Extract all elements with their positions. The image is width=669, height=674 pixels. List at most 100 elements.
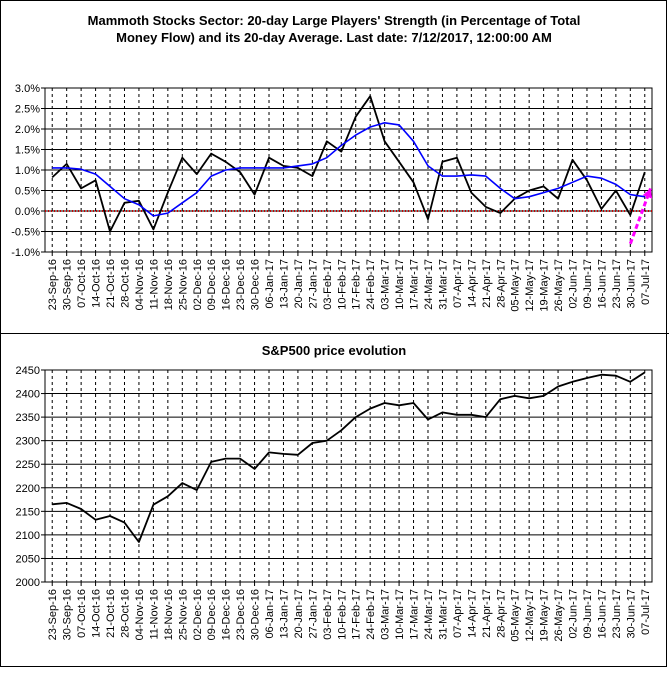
x-tick-label: 17-Mar-17 bbox=[409, 259, 421, 310]
x-tick-label: 23-Dec-16 bbox=[235, 259, 247, 310]
x-tick-label: 16-Dec-16 bbox=[221, 589, 233, 640]
x-tick-label: 30-Jun-17 bbox=[625, 259, 637, 309]
y-tick-label: 2400 bbox=[16, 389, 40, 401]
x-tick-label: 28-Oct-16 bbox=[119, 589, 131, 638]
x-tick-label: 26-May-17 bbox=[553, 589, 565, 642]
x-tick-label: 09-Dec-16 bbox=[206, 589, 218, 640]
y-tick-label: 1.5% bbox=[15, 145, 40, 157]
top-chart-title-line-2: Money Flow) and its 20-day Average. Last… bbox=[116, 30, 552, 45]
x-tick-label: 28-Oct-16 bbox=[119, 259, 131, 308]
y-tick-label: 2200 bbox=[16, 483, 40, 495]
x-tick-label: 23-Sep-16 bbox=[47, 589, 59, 640]
top-plot-area: 3.0% 2.5% 2.0% 1.5% 1.0% 0.5% 0.0% -0.5% -1.0% 23… bbox=[11, 83, 653, 312]
x-tick-label: 23-Sep-16 bbox=[47, 259, 59, 310]
y-tick-label: 2.5% bbox=[15, 104, 40, 116]
x-tick-label: 24-Feb-17 bbox=[365, 589, 377, 640]
series-line-sp500 bbox=[52, 371, 646, 543]
x-tick-label: 04-Nov-16 bbox=[134, 589, 146, 640]
x-tick-label: 24-Mar-17 bbox=[423, 589, 435, 640]
x-tick-label: 20-Jan-17 bbox=[293, 259, 305, 309]
x-tick-label: 09-Dec-16 bbox=[206, 259, 218, 310]
x-tick-label: 14-Apr-17 bbox=[466, 259, 478, 308]
x-tick-label: 13-Jan-17 bbox=[278, 259, 290, 309]
x-tick-label: 02-Jun-17 bbox=[568, 589, 580, 639]
x-tick-label: 10-Mar-17 bbox=[394, 589, 406, 640]
x-tick-label: 27-Jan-17 bbox=[307, 259, 319, 309]
x-tick-label: 30-Dec-16 bbox=[250, 259, 262, 310]
trend-arrow-shaft bbox=[628, 187, 652, 245]
y-tick-label: -1.0% bbox=[11, 247, 40, 259]
x-tick-label: 03-Feb-17 bbox=[322, 589, 334, 640]
x-tick-label: 26-May-17 bbox=[553, 259, 565, 312]
x-tick-label: 10-Mar-17 bbox=[394, 259, 406, 310]
x-tick-label: 30-Sep-16 bbox=[62, 589, 74, 640]
x-tick-label: 13-Jan-17 bbox=[278, 589, 290, 639]
x-tick-label: 31-Mar-17 bbox=[437, 259, 449, 310]
y-tick-label: 2000 bbox=[16, 577, 40, 589]
x-tick-label: 24-Feb-17 bbox=[365, 259, 377, 310]
y-tick-label: 2300 bbox=[16, 436, 40, 448]
x-tick-label: 23-Dec-16 bbox=[235, 589, 247, 640]
x-tick-label: 21-Oct-16 bbox=[105, 589, 117, 638]
x-tick-label: 10-Feb-17 bbox=[336, 589, 348, 640]
x-tick-label: 02-Dec-16 bbox=[192, 259, 204, 310]
x-tick-label: 24-Mar-17 bbox=[423, 259, 435, 310]
x-tick-label: 07-Jul-17 bbox=[640, 259, 652, 305]
x-tick-label: 07-Oct-16 bbox=[76, 589, 88, 638]
x-tick-label: 31-Mar-17 bbox=[437, 589, 449, 640]
x-tick-label: 05-May-17 bbox=[510, 589, 522, 642]
x-tick-label: 30-Dec-16 bbox=[250, 589, 262, 640]
x-tick-label: 03-Mar-17 bbox=[380, 589, 392, 640]
x-tick-label: 16-Jun-17 bbox=[596, 589, 608, 639]
x-tick-label: 28-Apr-17 bbox=[495, 589, 507, 638]
x-tick-label: 07-Oct-16 bbox=[76, 259, 88, 308]
x-tick-label: 14-Oct-16 bbox=[91, 589, 103, 638]
x-tick-label: 10-Feb-17 bbox=[336, 259, 348, 310]
y-tick-label: 2150 bbox=[16, 506, 40, 518]
x-tick-label: 14-Apr-17 bbox=[466, 589, 478, 638]
plot-frame bbox=[44, 369, 653, 583]
x-tick-label: 02-Dec-16 bbox=[192, 589, 204, 640]
bottom-chart-title: S&P500 price evolution bbox=[262, 343, 407, 358]
x-tick-label: 18-Nov-16 bbox=[163, 259, 175, 310]
x-tick-label: 18-Nov-16 bbox=[163, 589, 175, 640]
x-tick-label: 07-Apr-17 bbox=[452, 589, 464, 638]
top-chart-title-line-1: Mammoth Stocks Sector: 20-day Large Play… bbox=[88, 13, 581, 28]
x-tick-label: 21-Oct-16 bbox=[105, 259, 117, 308]
x-tick-label: 06-Jan-17 bbox=[264, 589, 276, 639]
x-tick-label: 11-Nov-16 bbox=[148, 259, 160, 310]
x-tick-label: 27-Jan-17 bbox=[307, 589, 319, 639]
x-tick-label: 19-May-17 bbox=[539, 259, 551, 312]
x-tick-label: 09-Jun-17 bbox=[582, 259, 594, 309]
y-tick-label: -0.5% bbox=[11, 227, 40, 239]
x-tick-label: 25-Nov-16 bbox=[177, 259, 189, 310]
y-tick-label: 0.0% bbox=[15, 206, 40, 218]
x-tick-label: 23-Jun-17 bbox=[611, 259, 623, 309]
x-tick-label: 06-Jan-17 bbox=[264, 259, 276, 309]
x-tick-label: 20-Jan-17 bbox=[293, 589, 305, 639]
x-tick-label: 21-Apr-17 bbox=[481, 589, 493, 638]
x-tick-label: 17-Mar-17 bbox=[409, 589, 421, 640]
x-tick-label: 09-Jun-17 bbox=[582, 589, 594, 639]
x-tick-label: 03-Feb-17 bbox=[322, 259, 334, 310]
x-tick-label: 25-Nov-16 bbox=[177, 589, 189, 640]
x-tick-label: 23-Jun-17 bbox=[611, 589, 623, 639]
y-tick-label: 2350 bbox=[16, 412, 40, 424]
x-tick-label: 19-May-17 bbox=[539, 589, 551, 642]
x-tick-label: 12-May-17 bbox=[524, 259, 536, 312]
series-line-avg20 bbox=[52, 122, 645, 217]
x-tick-label: 03-Mar-17 bbox=[380, 259, 392, 310]
trend-arrow-head bbox=[642, 188, 653, 199]
y-tick-label: 0.5% bbox=[15, 186, 40, 198]
x-tick-label: 11-Nov-16 bbox=[148, 589, 160, 640]
x-tick-label: 12-May-17 bbox=[524, 589, 536, 642]
x-tick-label: 02-Jun-17 bbox=[568, 259, 580, 309]
y-tick-label: 2250 bbox=[16, 459, 40, 471]
x-tick-label: 30-Jun-17 bbox=[625, 589, 637, 639]
bottom-plot-area: 2450 2400 2350 2300 2250 2200 2150 2100 2050 2000… bbox=[16, 365, 653, 642]
y-tick-label: 2050 bbox=[16, 553, 40, 565]
x-tick-label: 07-Apr-17 bbox=[452, 259, 464, 308]
x-tick-label: 04-Nov-16 bbox=[134, 259, 146, 310]
